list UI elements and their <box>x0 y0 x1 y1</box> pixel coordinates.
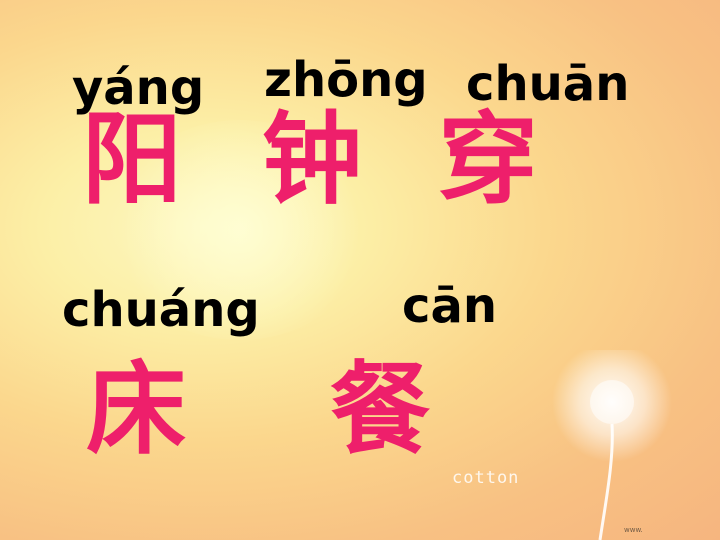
cotton-caption: cotton <box>452 468 520 488</box>
hanzi-chuan: 穿 <box>438 101 538 218</box>
watermark: www. <box>624 526 643 534</box>
pinyin-chuan: chuān <box>466 56 630 112</box>
hanzi-chuang: 床 <box>86 351 186 468</box>
hanzi-can: 餐 <box>330 351 430 468</box>
hanzi-yang: 阳 <box>82 101 182 218</box>
pinyin-chuang: chuáng <box>62 282 260 338</box>
pinyin-yang: yáng <box>72 60 205 116</box>
pinyin-zhong: zhōng <box>264 52 428 108</box>
hanzi-zhong: 钟 <box>262 101 362 218</box>
pinyin-can: cān <box>402 278 498 334</box>
background-glow <box>110 120 370 340</box>
dandelion-icon <box>552 350 672 540</box>
